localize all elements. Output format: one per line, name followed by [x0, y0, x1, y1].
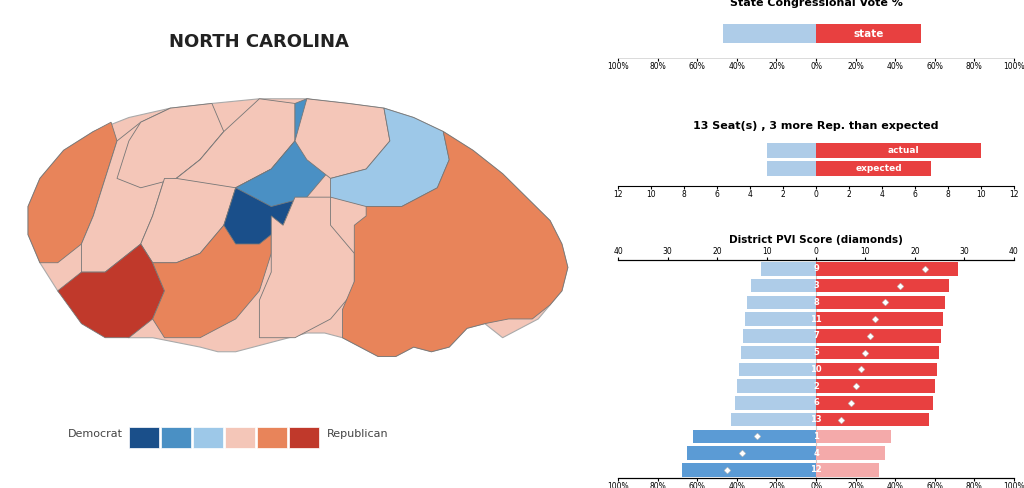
FancyBboxPatch shape	[225, 427, 255, 448]
Bar	[816, 413, 929, 427]
Polygon shape	[28, 122, 117, 263]
Title: District PVI Score (diamonds): District PVI Score (diamonds)	[729, 235, 903, 245]
Bar	[816, 463, 880, 477]
Text: 11: 11	[810, 315, 822, 324]
Bar	[731, 413, 816, 427]
Bar	[816, 312, 942, 326]
Polygon shape	[331, 108, 450, 206]
Text: 2: 2	[813, 382, 819, 390]
Bar	[816, 396, 933, 409]
Bar	[741, 346, 816, 359]
Bar	[816, 279, 948, 292]
Polygon shape	[236, 99, 342, 206]
Text: 6: 6	[813, 398, 819, 407]
Polygon shape	[57, 244, 165, 338]
Bar	[816, 142, 981, 158]
Bar	[739, 363, 816, 376]
Bar	[767, 142, 816, 158]
Bar	[742, 329, 816, 343]
Polygon shape	[82, 108, 176, 272]
Text: 9: 9	[813, 264, 819, 273]
Bar	[746, 296, 816, 309]
Text: 10: 10	[810, 365, 822, 374]
FancyBboxPatch shape	[289, 427, 318, 448]
Bar	[816, 447, 885, 460]
Bar	[767, 161, 816, 176]
Polygon shape	[259, 197, 354, 338]
Bar	[816, 24, 921, 43]
Text: 7: 7	[813, 331, 819, 340]
Text: 3: 3	[813, 281, 819, 290]
Bar	[816, 262, 958, 276]
Polygon shape	[28, 99, 568, 356]
Bar	[751, 279, 816, 292]
FancyBboxPatch shape	[161, 427, 190, 448]
Polygon shape	[176, 99, 295, 188]
Text: 5: 5	[813, 348, 819, 357]
Text: state: state	[853, 29, 884, 39]
Title: State Congressional Vote %: State Congressional Vote %	[729, 0, 902, 8]
Bar	[816, 363, 937, 376]
Bar	[735, 396, 816, 409]
FancyBboxPatch shape	[129, 427, 159, 448]
FancyBboxPatch shape	[193, 427, 222, 448]
Bar	[816, 346, 939, 359]
Text: 13: 13	[810, 415, 822, 424]
Bar	[682, 463, 816, 477]
Polygon shape	[117, 103, 224, 188]
Text: NORTH CAROLINA: NORTH CAROLINA	[169, 33, 349, 51]
Bar	[744, 312, 816, 326]
Bar	[816, 429, 891, 443]
Text: actual: actual	[888, 146, 920, 155]
Text: 8: 8	[813, 298, 819, 307]
Polygon shape	[295, 99, 390, 179]
Text: Democrat: Democrat	[68, 429, 123, 439]
Text: expected: expected	[855, 164, 902, 173]
Text: 4: 4	[813, 448, 819, 458]
Bar	[761, 262, 816, 276]
Bar	[737, 379, 816, 393]
Polygon shape	[342, 132, 568, 356]
Bar	[723, 24, 816, 43]
Bar	[687, 447, 816, 460]
Text: 12: 12	[810, 466, 822, 474]
FancyBboxPatch shape	[257, 427, 287, 448]
Polygon shape	[153, 206, 271, 338]
Bar	[816, 379, 935, 393]
Polygon shape	[140, 132, 236, 263]
Polygon shape	[224, 141, 307, 244]
Bar	[816, 161, 932, 176]
Bar	[693, 429, 816, 443]
Bar	[816, 296, 944, 309]
Text: Republican: Republican	[327, 429, 389, 439]
Title: 13 Seat(s) , 3 more Rep. than expected: 13 Seat(s) , 3 more Rep. than expected	[693, 121, 939, 130]
Text: 1: 1	[813, 432, 819, 441]
Bar	[816, 329, 941, 343]
